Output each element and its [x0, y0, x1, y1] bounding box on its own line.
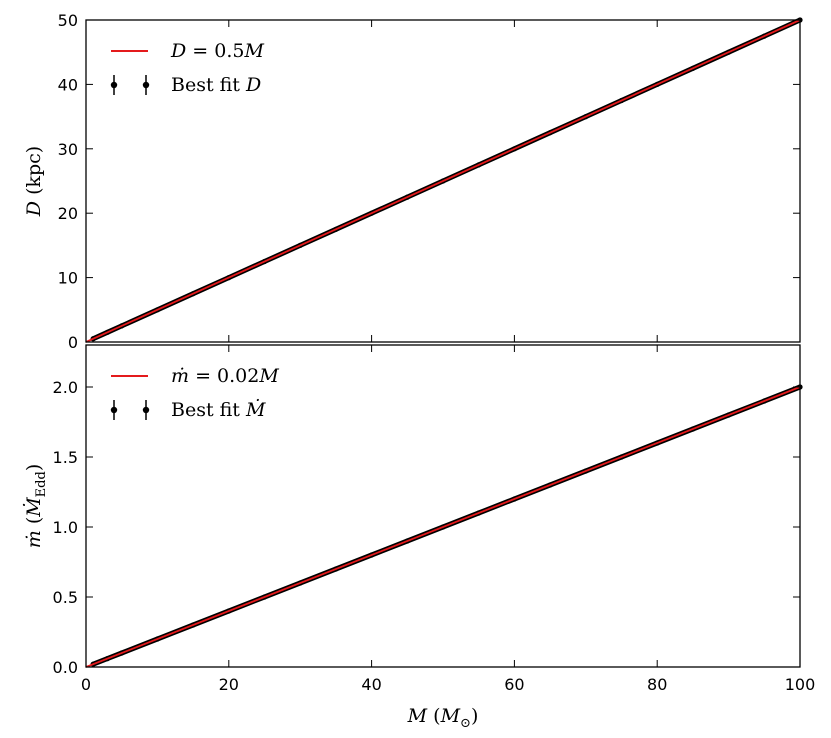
model-line	[85, 386, 801, 668]
bottom-y-axis-label: ṁ (ṀEdd)	[22, 464, 49, 549]
y-tick-label: 30	[58, 140, 78, 159]
top-y-axis-label: D (kpc)	[23, 146, 45, 217]
bottom-panel-marks	[85, 384, 803, 668]
legend-label-model-mdot: ṁ = 0.02M	[171, 365, 279, 387]
legend-label-best-fit-d: Best fit D	[171, 74, 261, 96]
bottom-legend: ṁ = 0.02M Best fit Ṁ	[110, 365, 279, 421]
bottom-x-axis-label: M (M⊙)	[407, 705, 479, 731]
top-panel-ticks: 0 10 20 30 40 50	[58, 11, 801, 352]
legend-label-model-d: D = 0.5M	[170, 40, 264, 62]
x-tick-label: 80	[647, 675, 667, 694]
x-tick-label: 60	[504, 675, 524, 694]
legend-errorbar-swatch	[110, 400, 150, 420]
x-tick-label: 100	[785, 675, 816, 694]
y-tick-label: 40	[58, 75, 78, 94]
x-tick-label: 40	[361, 675, 381, 694]
top-panel: 0 10 20 30 40 50 D (kpc) D = 0.5M Best fit D	[23, 11, 803, 352]
model-line	[85, 19, 801, 343]
x-tick-label: 20	[219, 675, 239, 694]
legend-label-best-fit-mdot: Best fit Ṁ	[171, 398, 266, 421]
top-plot-frame	[85, 19, 801, 343]
top-panel-marks	[85, 17, 803, 343]
y-tick-label: 2.0	[53, 378, 78, 397]
y-tick-label: 1.5	[53, 448, 78, 467]
bottom-plot-frame	[85, 344, 801, 668]
top-legend: D = 0.5M Best fit D	[110, 40, 264, 96]
y-tick-label: 0	[68, 333, 78, 352]
legend-errorbar-swatch	[110, 75, 150, 95]
y-tick-label: 50	[58, 11, 78, 30]
y-tick-label: 10	[58, 269, 78, 288]
y-tick-label: 20	[58, 204, 78, 223]
x-tick-label: 0	[81, 675, 91, 694]
y-tick-label: 0.5	[53, 588, 78, 607]
bottom-panel: 0.0 0.5 1.0 1.5 2.0 0 20 40 60 80 100 ṁ (ṀEdd) M (…	[22, 344, 816, 731]
bottom-panel-ticks: 0.0 0.5 1.0 1.5 2.0 0 20 40 60 80 100	[53, 345, 816, 694]
y-tick-label: 1.0	[53, 518, 78, 537]
y-tick-label: 0.0	[53, 658, 78, 677]
